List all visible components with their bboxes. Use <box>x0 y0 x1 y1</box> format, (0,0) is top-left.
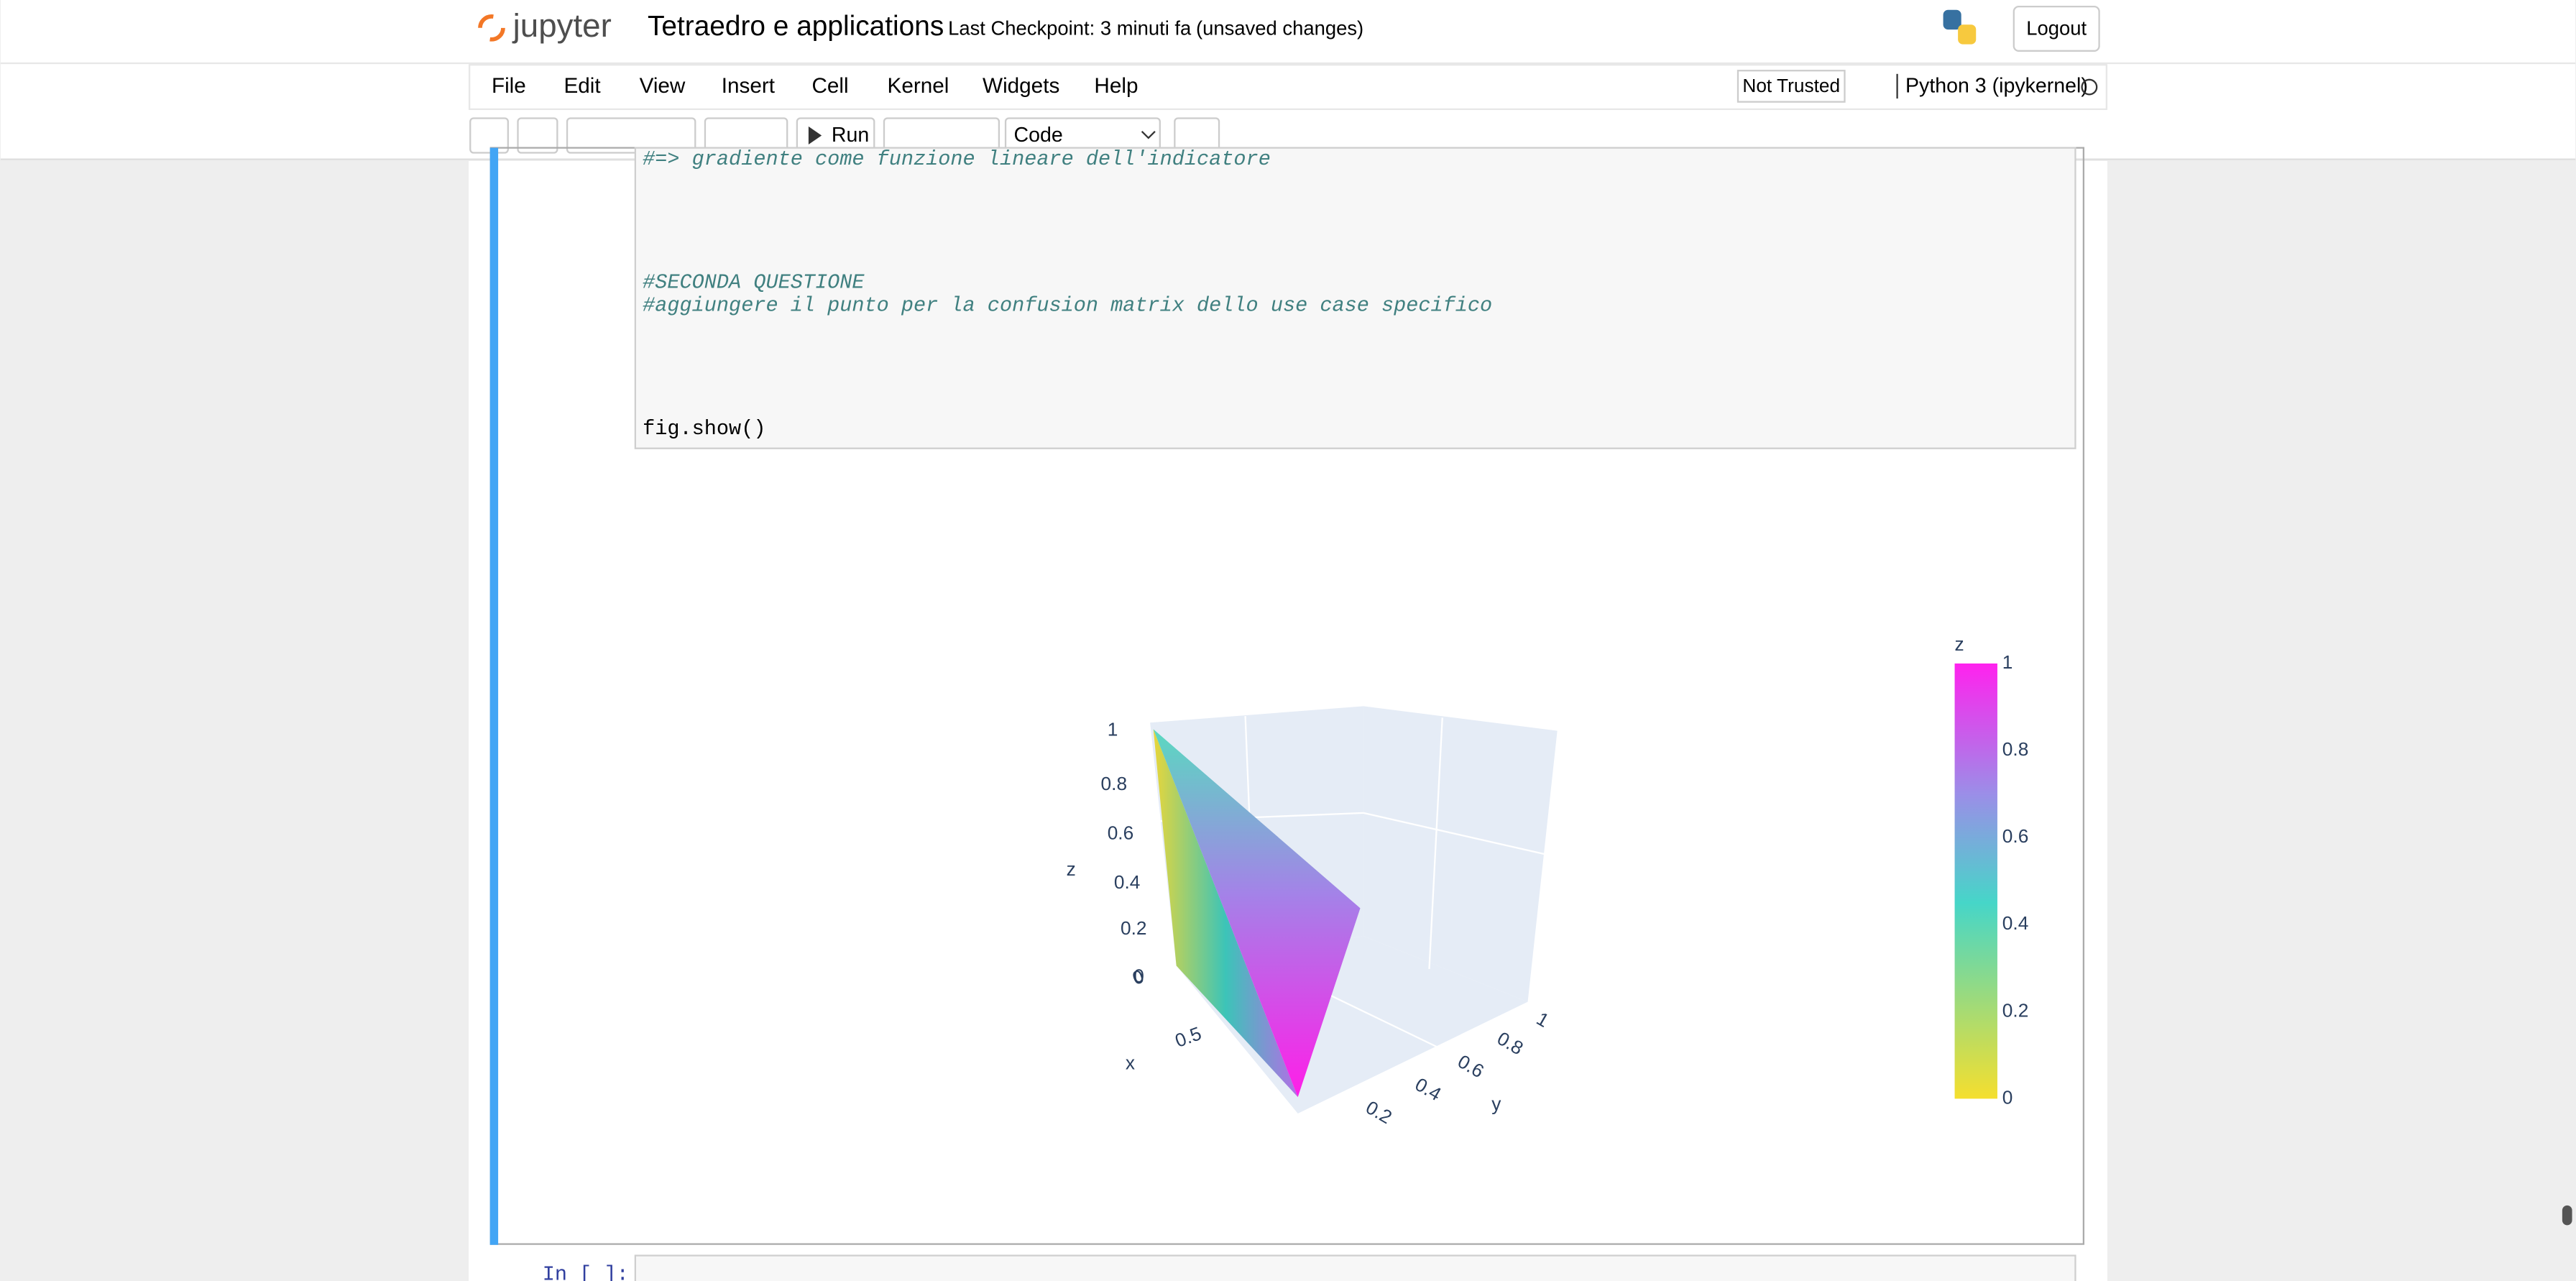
menu-item[interactable]: Edit <box>564 74 601 98</box>
z-tick-label: 0.8 <box>1101 773 1128 794</box>
logo[interactable]: jupyter <box>512 7 612 44</box>
dropdown-arrow <box>1141 130 1156 139</box>
checkpoint: Last Checkpoint: 3 minuti fa <box>948 17 1192 39</box>
menu-item[interactable]: Kernel <box>888 74 949 98</box>
menu-item[interactable]: File <box>492 74 526 98</box>
code-line: fig.show() <box>643 417 765 441</box>
kernel-indicator <box>2081 78 2098 96</box>
scrollbar <box>2562 1205 2572 1226</box>
code: #=> gradiente come funzione lineare dell… <box>643 147 1492 441</box>
colorbar-tick-label: 0.4 <box>2002 912 2029 934</box>
menu-item[interactable]: View <box>640 74 686 98</box>
colorbar <box>1954 663 1997 1099</box>
z-axis-title: z <box>1067 858 1076 880</box>
z-tick-label: 0 <box>1133 965 1144 986</box>
menu-item[interactable]: Widgets <box>983 74 1059 98</box>
colorbar-tick-label: 0.6 <box>2002 825 2029 847</box>
notebook-title[interactable]: Tetraedro e applications <box>648 11 944 42</box>
toolbar-button[interactable] <box>517 117 558 154</box>
y-axis-title: y <box>1491 1093 1501 1114</box>
code-input[interactable] <box>634 147 2076 449</box>
plot-labels: 10.80.60.40.20z00.5x0.20.40.60.81yz10.80… <box>1067 633 2029 1129</box>
tetrahedron-face <box>1153 729 1361 1098</box>
menu-item[interactable]: Cell <box>811 74 848 98</box>
menu-item[interactable]: Help <box>1094 74 1138 98</box>
run-label[interactable]: Run <box>832 124 869 147</box>
logout-label[interactable]: Logout <box>2026 17 2087 39</box>
trust-label[interactable]: Not Trusted <box>1742 75 1840 96</box>
z-tick-label: 0.4 <box>1114 871 1141 893</box>
x-axis-title: x <box>1126 1052 1135 1073</box>
save-status: (unsaved changes) <box>1196 17 1363 39</box>
cell-type[interactable]: Code <box>1013 124 1062 147</box>
colorbar-tick-label: 0.2 <box>2002 999 2029 1021</box>
toolbar <box>469 117 1000 154</box>
plot-pane <box>1363 706 1558 1002</box>
z-tick-label: 0.2 <box>1121 917 1147 939</box>
logo-icon <box>478 14 505 42</box>
toolbar-button[interactable] <box>566 117 696 154</box>
colorbar-title: z <box>1955 633 1964 655</box>
colorbar-tick-label: 0.8 <box>2002 738 2029 760</box>
menu: File Edit View Insert Cell Kernel Widgets Help <box>492 74 1138 98</box>
python-logo <box>1943 9 1961 30</box>
kernel-name: Python 3 (ipykernel) <box>1905 75 2088 98</box>
toolbar-button[interactable] <box>469 117 509 154</box>
z-tick-label: 1 <box>1108 719 1118 740</box>
run-icon <box>808 126 822 145</box>
code-line: #aggiungere il punto per la confusion ma… <box>643 293 1492 317</box>
gridline <box>1428 717 1443 969</box>
cell-selected-bar <box>489 147 499 1245</box>
cell-prompt: In [ ]: <box>543 1262 629 1281</box>
menubar <box>468 64 2108 111</box>
z-tick-label: 0.6 <box>1108 822 1134 844</box>
colorbar-tick-label: 1 <box>2002 651 2013 673</box>
colorbar-tick-label: 0 <box>2002 1086 2013 1108</box>
trust-button[interactable] <box>1736 70 1846 103</box>
code-line: #=> gradiente come funzione lineare dell… <box>643 147 1271 171</box>
code-line: #SECONDA QUESTIONE <box>643 271 865 295</box>
menu-item[interactable]: Insert <box>722 74 776 98</box>
code-input[interactable] <box>634 1254 2076 1281</box>
python-logo <box>1958 24 1977 45</box>
gridline <box>1363 812 1545 855</box>
logout-button[interactable] <box>2012 5 2100 52</box>
